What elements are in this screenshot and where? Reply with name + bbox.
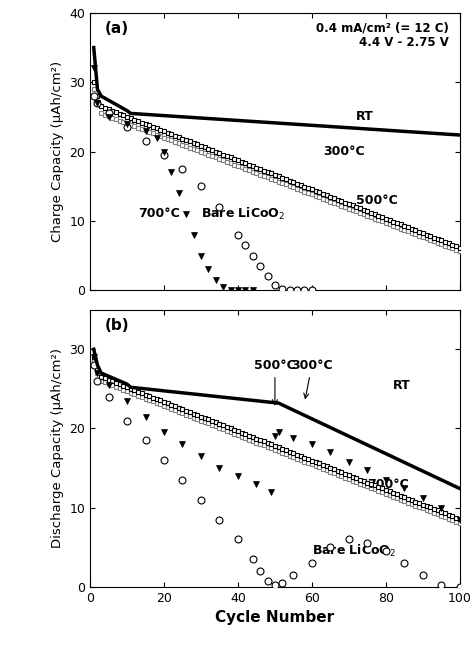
Text: Bare LiCoO$_2$: Bare LiCoO$_2$: [312, 543, 396, 559]
Text: 500°C: 500°C: [254, 359, 296, 404]
X-axis label: Cycle Number: Cycle Number: [215, 610, 335, 626]
Text: Bare LiCoO$_2$: Bare LiCoO$_2$: [201, 205, 285, 221]
Text: RT: RT: [356, 110, 374, 123]
Y-axis label: Charge Capacity (μAh/cm²): Charge Capacity (μAh/cm²): [51, 61, 64, 242]
Text: RT: RT: [393, 379, 411, 392]
Text: 300°C: 300°C: [323, 145, 365, 158]
Text: 700°C: 700°C: [138, 208, 180, 221]
Text: (b): (b): [105, 318, 129, 333]
Text: 700°C: 700°C: [367, 478, 409, 491]
Text: 500°C: 500°C: [356, 194, 398, 206]
Text: 300°C: 300°C: [291, 359, 333, 399]
Text: 0.4 mA/cm² (= 12 C)
4.4 V - 2.75 V: 0.4 mA/cm² (= 12 C) 4.4 V - 2.75 V: [316, 21, 449, 49]
Y-axis label: Discharge Capacity (μAh/cm²): Discharge Capacity (μAh/cm²): [51, 348, 64, 548]
Text: (a): (a): [105, 21, 129, 36]
